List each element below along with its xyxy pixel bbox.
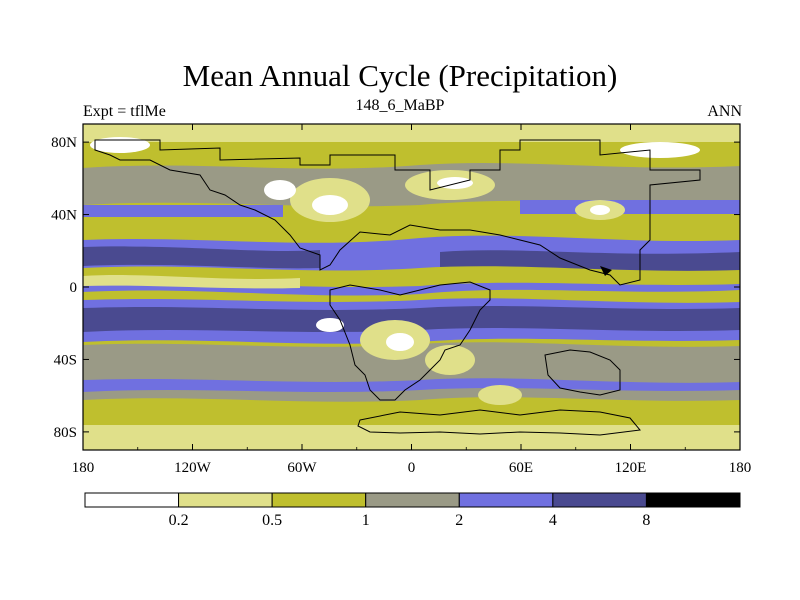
x-axis: 180 120W 60W 0 60E 120E 180 [72, 124, 752, 476]
colorbar-label: 2 [455, 512, 463, 529]
colorbar-label: 8 [642, 512, 650, 529]
colorbar-label: 0.2 [169, 512, 189, 529]
colorbar-label: 4 [549, 512, 557, 529]
x-tick-label: 120W [174, 460, 212, 476]
colorbar-swatch [645, 492, 741, 508]
colorbar-label: 1 [362, 512, 370, 529]
y-tick-label: 40S [54, 352, 77, 368]
y-tick-label: 0 [70, 280, 78, 296]
colorbar-swatch [84, 492, 180, 508]
colorbar-swatch [178, 492, 273, 508]
continent-outlines [94, 139, 701, 436]
precipitation-field [83, 124, 740, 450]
colorbar-label: 0.5 [262, 512, 282, 529]
x-tick-label: 0 [408, 460, 416, 476]
y-tick-label: 80S [54, 425, 77, 441]
experiment-label: Expt = tflMe [83, 103, 166, 120]
map-title: Mean Annual Cycle (Precipitation) [182, 58, 618, 93]
colorbar-swatch [365, 492, 460, 508]
season-label: ANN [707, 103, 742, 120]
colorbar: 0.2 0.5 1 2 4 8 [84, 492, 741, 529]
x-tick-label: 60E [509, 460, 533, 476]
x-tick-label: 60W [287, 460, 317, 476]
colorbar-swatch [271, 492, 367, 508]
colorbar-swatch [458, 492, 554, 508]
y-axis: 80N 40N 0 40S 80S [51, 135, 740, 441]
x-tick-label: 180 [72, 460, 95, 476]
colorbar-swatch [552, 492, 647, 508]
x-tick-label: 180 [729, 460, 752, 476]
case-label: 148_6_MaBP [355, 97, 445, 114]
y-tick-label: 80N [51, 135, 77, 151]
x-tick-label: 120E [615, 460, 647, 476]
y-tick-label: 40N [51, 208, 77, 224]
